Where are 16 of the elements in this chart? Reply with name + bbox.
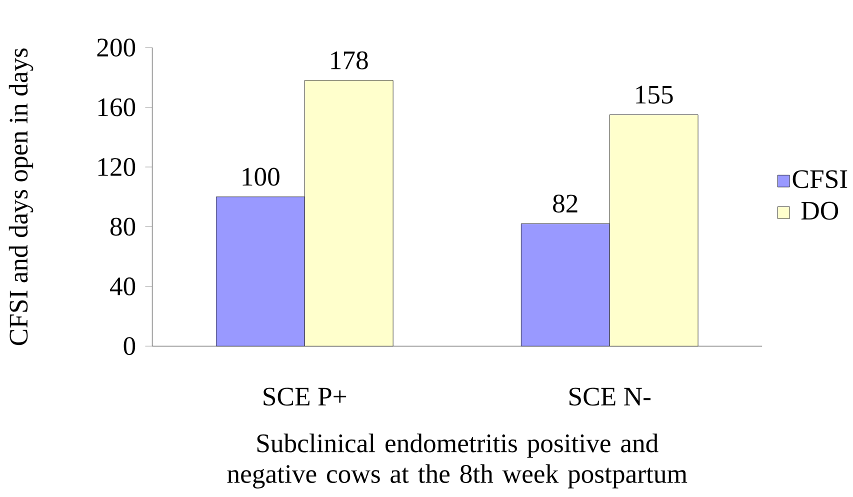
y-tick-label: 200 [97, 38, 136, 56]
y-tick-label: 160 [98, 98, 136, 116]
data-label: 100 [242, 168, 280, 186]
y-tick-label: 0 [124, 336, 136, 355]
data-label: 82 [553, 194, 578, 212]
data-label: 178 [331, 51, 368, 70]
data-label: 155 [636, 86, 673, 104]
y-tick-label: 80 [110, 218, 136, 236]
x-tick-label: SCE P+ [264, 388, 346, 406]
x-axis-title: Subclinical endometritis positive and negative cows at the 8th week postpartum [227, 433, 688, 488]
legend-label: DO [801, 202, 838, 220]
y-tick-label: 40 [110, 277, 136, 296]
x-tick-label: SCE N- [570, 388, 650, 406]
y-axis-title: CFSI and days open in days [8, 48, 34, 345]
y-tick-label: 120 [98, 158, 136, 176]
legend-label: CFSI [792, 170, 848, 188]
